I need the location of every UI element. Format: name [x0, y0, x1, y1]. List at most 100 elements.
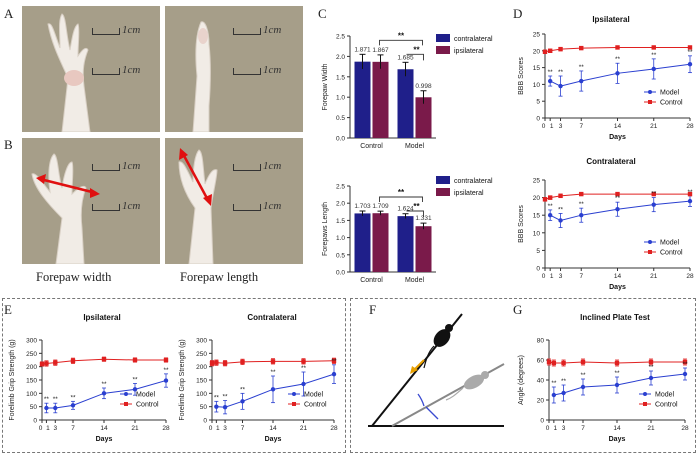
data-point-Control — [547, 195, 553, 200]
data-point-Control — [687, 191, 693, 197]
x-tick-label: 3 — [223, 425, 227, 432]
scale-label-a-right-2: 1cm — [263, 64, 282, 76]
legend-label-Control: Control — [136, 402, 159, 409]
significance-mark: ** — [651, 52, 657, 59]
x-tick-label: 3 — [559, 273, 563, 280]
legend-swatch-contralateral — [436, 34, 450, 42]
x-tick-label: 21 — [650, 273, 658, 280]
data-point-Model — [547, 78, 553, 84]
bar-contralateral-Control — [354, 213, 371, 272]
x-tick-label: Model — [405, 277, 425, 284]
y-tick-label: 50 — [200, 404, 208, 411]
y-tick-label: 100 — [196, 391, 207, 398]
scale-bar-b-left-1 — [92, 164, 120, 171]
photo-a-right: 1cm 1cm — [165, 6, 303, 132]
x-tick-label: 0 — [542, 123, 546, 130]
y-tick-label: 2.5 — [336, 34, 345, 41]
legend-marker-Model — [648, 240, 652, 244]
data-point-Model — [558, 83, 563, 89]
data-point-Model — [132, 387, 138, 392]
x-axis-label: Days — [609, 134, 626, 141]
x-tick-label: 21 — [131, 425, 139, 432]
y-axis-label: Angle (degrees) — [518, 355, 525, 405]
scale-bar-a-left-2 — [92, 68, 120, 75]
x-tick-label: 21 — [300, 425, 308, 432]
chart-forepaw-length: 0.0 0.5 1.0 1.5 2.0 2.5 Forepaws Length Control… — [322, 176, 493, 284]
y-tick-label: 20 — [533, 48, 541, 55]
legend-label-ipsilateral: ipsilateral — [454, 48, 484, 55]
legend-label-ipsilateral: ipsilateral — [454, 190, 484, 197]
data-point-Control — [687, 45, 693, 50]
y-axis-label: Forelimb Grip Strength (g) — [9, 339, 16, 420]
x-tick-label: 14 — [614, 123, 622, 130]
significance-mark: ** — [579, 64, 585, 71]
y-tick-label: 5 — [536, 248, 540, 255]
x-tick-label: 21 — [647, 425, 655, 432]
bar-contralateral-Model — [397, 216, 414, 272]
data-point-Model — [70, 403, 76, 408]
x-tick-label: 0 — [209, 425, 213, 432]
y-tick-label: 1.0 — [336, 235, 345, 242]
data-point-Model — [53, 405, 58, 411]
data-point-Model — [687, 62, 693, 67]
data-point-Control — [648, 359, 654, 365]
x-tick-label: Control — [360, 277, 383, 284]
bar-value-label: 1.703 — [354, 203, 371, 210]
x-tick-label: 7 — [579, 123, 583, 130]
data-point-Control — [561, 360, 566, 366]
panel-label-g: G — [513, 302, 523, 317]
significance-mark: ** — [301, 365, 307, 372]
y-tick-label: 300 — [196, 338, 207, 345]
significance-mark: ** — [558, 206, 564, 213]
y-tick-label: 25 — [533, 178, 541, 185]
x-tick-label: Model — [405, 143, 425, 150]
significance-mark: ** — [682, 361, 688, 368]
x-axis-label: Days — [96, 436, 113, 443]
significance-mark: ** — [558, 69, 564, 76]
bar-value-label: 1.867 — [372, 47, 389, 54]
legend-marker-Control — [643, 402, 647, 406]
data-point-Control — [240, 359, 245, 365]
width-arrow-line — [39, 177, 97, 195]
x-tick-label: 0 — [546, 425, 550, 432]
legend-marker-Model — [643, 392, 647, 396]
significance-bracket — [406, 53, 424, 61]
y-tick-label: 60 — [537, 358, 545, 365]
y-tick-label: 250 — [26, 351, 37, 358]
chart-title: Inclined Plate Test — [580, 313, 650, 322]
data-point-Control — [614, 360, 620, 366]
significance-mark: ** — [44, 396, 50, 403]
y-tick-label: 150 — [26, 378, 37, 385]
panel-label-b: B — [4, 137, 13, 152]
legend-label-Model: Model — [660, 240, 680, 247]
data-point-Control — [651, 45, 656, 50]
legend-label-Control: Control — [304, 402, 327, 409]
data-point-Control — [132, 357, 138, 363]
x-tick-label: 7 — [241, 425, 245, 432]
data-point-Control — [542, 197, 548, 202]
y-axis-label: Forepaw Width — [322, 63, 329, 110]
data-point-Model — [101, 391, 107, 396]
data-point-Model — [331, 371, 337, 377]
legend-marker-Model — [292, 392, 296, 396]
scale-bar-a-right-1 — [233, 28, 261, 35]
data-point-Control — [558, 193, 563, 199]
y-tick-label: 2.5 — [336, 184, 345, 191]
legend-label-Control: Control — [660, 100, 683, 107]
significance-mark: ** — [163, 367, 169, 374]
legend-label-Model: Model — [655, 392, 675, 399]
y-tick-label: 15 — [533, 213, 541, 220]
legend-label-Control: Control — [655, 402, 678, 409]
data-point-Control — [44, 361, 49, 366]
legend-label-contralateral: contralateral — [454, 178, 493, 185]
y-tick-label: 300 — [26, 338, 37, 345]
caption-forepaw-length: Forepaw length — [180, 270, 259, 284]
legend-swatch-ipsilateral — [436, 46, 450, 54]
significance-mark: ** — [579, 201, 585, 208]
x-tick-label: 3 — [562, 425, 566, 432]
significance-mark: ** — [614, 370, 620, 377]
panel-label-f: F — [369, 302, 377, 317]
data-point-Model — [163, 378, 169, 383]
